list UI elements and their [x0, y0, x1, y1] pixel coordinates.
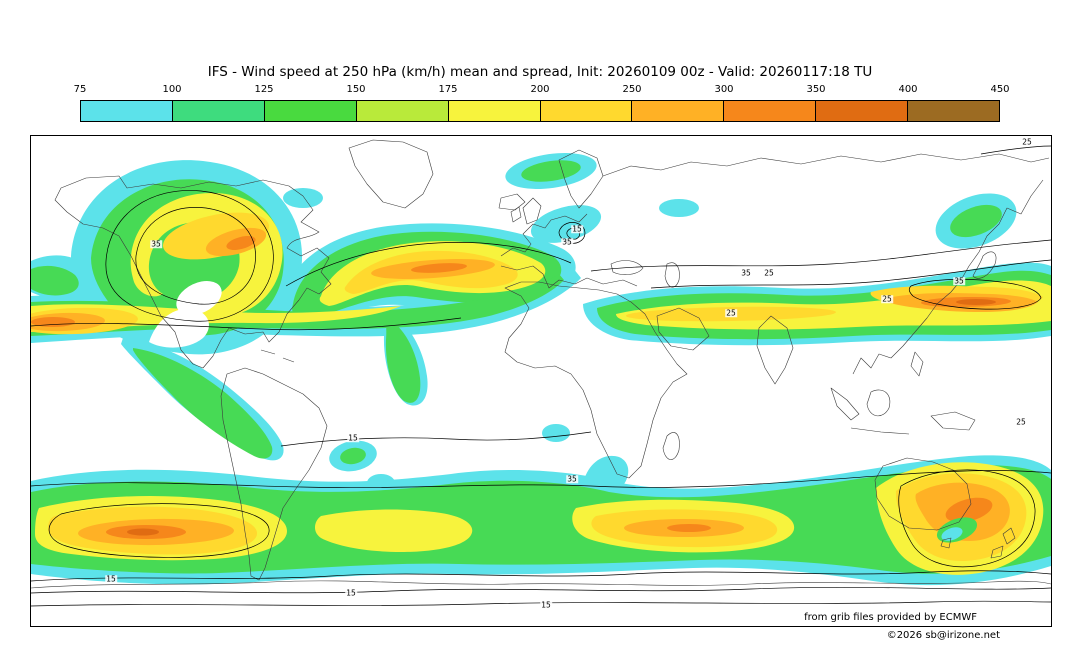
colorbar-segment	[355, 101, 448, 121]
map-frame: 35 15 35 35 25 25 35 25 15 35 15 15 15 25 25 from grib…	[30, 135, 1052, 627]
colorbar-tick: 450	[990, 84, 1010, 95]
chart-title: IFS - Wind speed at 250 hPa (km/h) mean …	[207, 64, 873, 80]
colorbar-segment	[263, 101, 356, 121]
coastlines-layer	[31, 139, 1051, 589]
credit-ecmwf: from grib files provided by ECMWF	[804, 612, 977, 623]
spread-contours-layer	[31, 145, 1051, 607]
colorbar-segment	[81, 101, 172, 121]
colorbar-segment	[631, 101, 724, 121]
colorbar-tick: 300	[714, 84, 734, 95]
colorbar-tick: 175	[438, 84, 458, 95]
colorbar-segment	[539, 101, 632, 121]
colorbar-tick: 250	[622, 84, 642, 95]
colorbar-segment	[723, 101, 816, 121]
colorbar-tick: 100	[162, 84, 182, 95]
wind-map-svg	[31, 139, 1051, 607]
colorbar	[80, 100, 1000, 122]
colorbar-segment	[815, 101, 908, 121]
colorbar-ticks: 75 100 125 150 175 200 250 300 350 400 450	[74, 84, 1010, 97]
colorbar-tick: 75	[73, 84, 87, 95]
colorbar-tick: 400	[898, 84, 918, 95]
colorbar-segment	[171, 101, 264, 121]
colorbar-tick: 125	[254, 84, 274, 95]
colorbar-segment	[447, 101, 540, 121]
copyright: ©2026 sb@irizone.net	[886, 630, 1000, 641]
colorbar-tick: 200	[530, 84, 550, 95]
wind-fill-layer	[31, 152, 1051, 586]
colorbar-tick: 350	[806, 84, 826, 95]
colorbar-segment	[907, 101, 1000, 121]
colorbar-tick: 150	[346, 84, 366, 95]
